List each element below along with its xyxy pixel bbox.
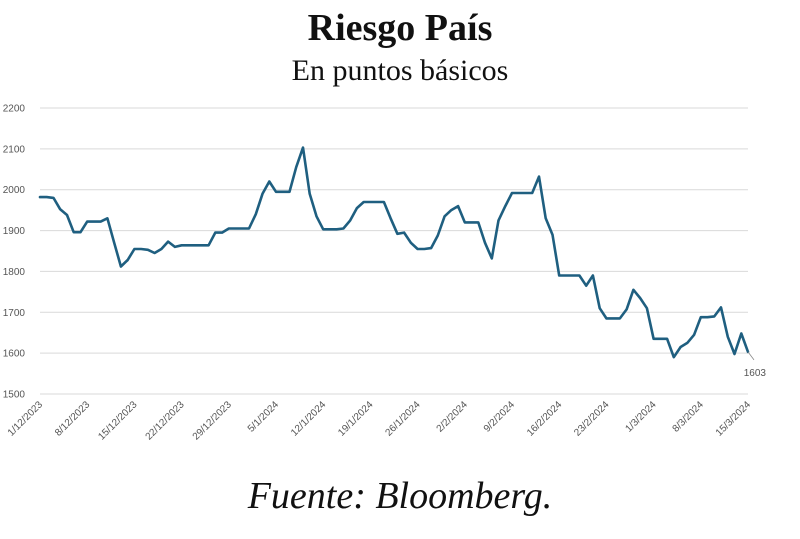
- x-tick-label: 23/2/2024: [572, 399, 612, 439]
- series-line: [38, 146, 750, 359]
- y-tick-label: 2100: [3, 144, 26, 155]
- x-tick-label: 15/3/2024: [714, 399, 754, 439]
- grid-lines: [40, 107, 748, 395]
- x-tick-label: 29/12/2023: [191, 399, 234, 442]
- y-axis-ticks: 2200 2100 2000 1900 1800 1700 1600 1500: [3, 104, 26, 401]
- series-layer: [38, 146, 750, 359]
- y-tick-label: 2200: [3, 104, 26, 115]
- last-value-label: 1603: [744, 368, 767, 379]
- x-tick-label: 9/2/2024: [482, 399, 518, 435]
- x-tick-label: 22/12/2023: [144, 399, 187, 442]
- x-tick-label: 16/2/2024: [525, 399, 565, 439]
- chart-subtitle: En puntos básicos: [291, 54, 509, 87]
- chart-title: Riesgo País: [307, 7, 493, 49]
- x-tick-label: 26/1/2024: [383, 399, 423, 439]
- x-tick-label: 2/2/2024: [435, 399, 471, 435]
- x-tick-label: 8/12/2023: [53, 399, 93, 439]
- y-tick-label: 2000: [3, 185, 26, 196]
- source-note: Fuente: Bloomberg.: [247, 475, 553, 517]
- data-label-layer: 1603: [744, 351, 767, 379]
- x-tick-label: 12/1/2024: [289, 399, 329, 439]
- y-tick-label: 1500: [3, 390, 26, 401]
- y-tick-label: 1900: [3, 226, 26, 237]
- x-tick-label: 19/1/2024: [336, 399, 376, 439]
- y-tick-label: 1600: [3, 349, 26, 360]
- y-tick-label: 1700: [3, 308, 26, 319]
- x-tick-label: 1/3/2024: [623, 399, 659, 435]
- x-axis-ticks: 1/12/2023 8/12/2023 15/12/2023 22/12/2023 29…: [6, 399, 754, 442]
- x-tick-label: 8/3/2024: [671, 399, 707, 435]
- last-value-leader: [747, 351, 755, 361]
- x-tick-label: 5/1/2024: [246, 399, 282, 435]
- y-tick-label: 1800: [3, 267, 26, 278]
- x-tick-label: 15/12/2023: [96, 399, 139, 442]
- x-tick-label: 1/12/2023: [6, 399, 46, 439]
